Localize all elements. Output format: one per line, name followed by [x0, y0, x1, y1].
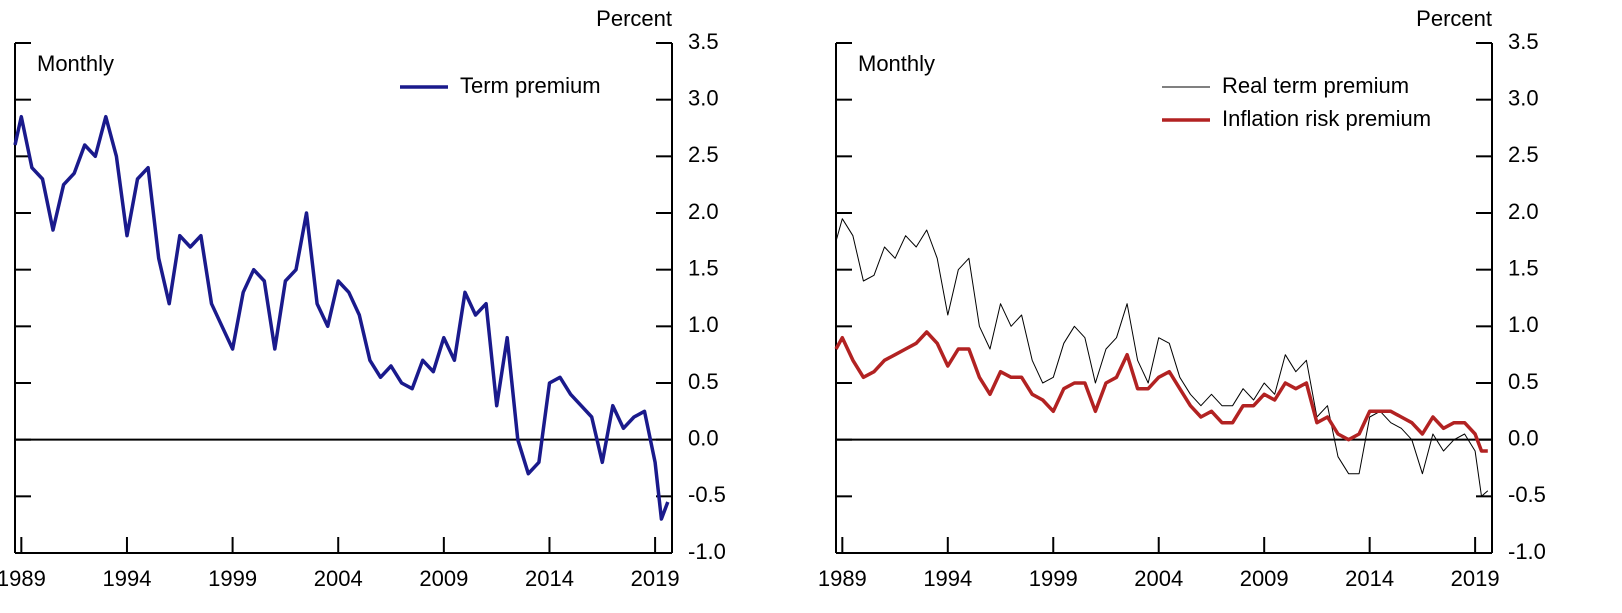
unit-label: Percent: [596, 6, 672, 31]
y-tick-label: 0.5: [1508, 369, 1539, 394]
y-tick-label: 1.5: [688, 255, 719, 280]
x-tick-label: 2014: [1345, 566, 1394, 591]
y-tick-label: 0.0: [688, 425, 719, 450]
x-tick-label: 2004: [314, 566, 363, 591]
x-tick-label: 1989: [818, 566, 867, 591]
x-tick-label: 2014: [525, 566, 574, 591]
unit-label: Percent: [1416, 6, 1492, 31]
y-tick-label: 1.0: [688, 312, 719, 337]
y-tick-label: 3.5: [688, 29, 719, 54]
x-tick-label: 2004: [1134, 566, 1183, 591]
y-tick-label: 3.5: [1508, 29, 1539, 54]
x-tick-label: 1999: [208, 566, 257, 591]
y-tick-label: 1.5: [1508, 255, 1539, 280]
y-tick-label: 0.0: [1508, 425, 1539, 450]
x-tick-label: 1989: [0, 566, 46, 591]
series-line: [834, 330, 1488, 453]
y-tick-label: 3.0: [1508, 85, 1539, 110]
x-tick-label: 2009: [419, 566, 468, 591]
y-tick-label: 3.0: [688, 85, 719, 110]
y-tick-label: 2.0: [688, 199, 719, 224]
legend-label: Real term premium: [1222, 73, 1409, 98]
annotation: Monthly: [858, 51, 935, 76]
y-tick-label: 2.5: [1508, 142, 1539, 167]
y-tick-label: -0.5: [1508, 482, 1546, 507]
series-line: [13, 114, 670, 521]
x-tick-label: 1994: [102, 566, 151, 591]
legend-label: Inflation risk premium: [1222, 106, 1431, 131]
x-tick-label: 2009: [1240, 566, 1289, 591]
y-tick-label: -1.0: [1508, 539, 1546, 564]
x-tick-label: 1994: [923, 566, 972, 591]
series-line: [835, 218, 1489, 497]
y-tick-label: -1.0: [688, 539, 726, 564]
y-tick-label: 0.5: [688, 369, 719, 394]
y-tick-label: 2.5: [688, 142, 719, 167]
legend-label: Term premium: [460, 73, 601, 98]
y-tick-label: 2.0: [1508, 199, 1539, 224]
y-tick-label: 1.0: [1508, 312, 1539, 337]
x-tick-label: 2019: [631, 566, 680, 591]
x-tick-label: 1999: [1029, 566, 1078, 591]
y-tick-label: -0.5: [688, 482, 726, 507]
annotation: Monthly: [37, 51, 114, 76]
x-tick-label: 2019: [1451, 566, 1500, 591]
